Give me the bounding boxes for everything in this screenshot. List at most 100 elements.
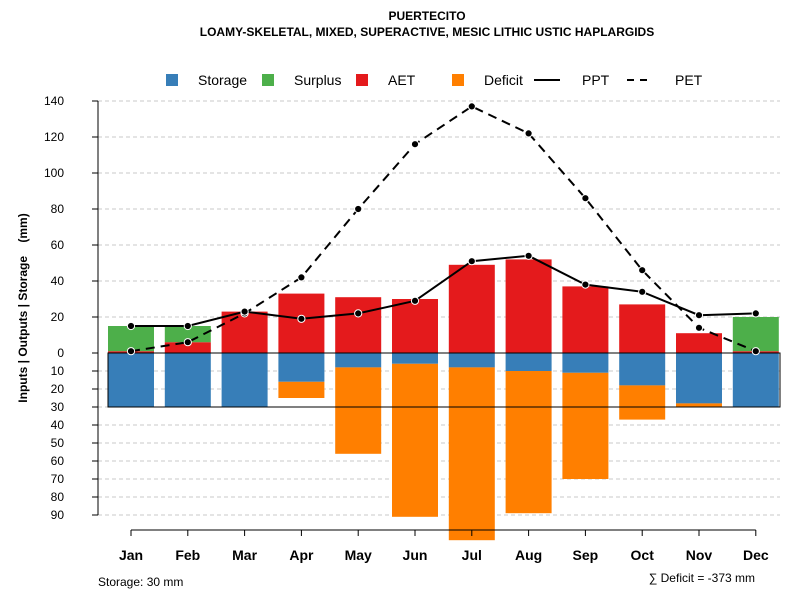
storage-bar-jun bbox=[392, 353, 438, 364]
ppt-point-nov bbox=[694, 311, 704, 320]
aet-bar-jul bbox=[448, 264, 495, 353]
surplus-bar-dec bbox=[732, 317, 779, 352]
storage-bar-apr bbox=[278, 353, 325, 382]
aet-bar-jun bbox=[392, 299, 438, 353]
y-tick-label: 20 bbox=[51, 382, 65, 396]
y-tick-label: 100 bbox=[44, 166, 64, 180]
ppt-line bbox=[131, 254, 756, 327]
x-tick-label-jul: Jul bbox=[462, 547, 482, 563]
deficit-bar-aug bbox=[505, 371, 552, 514]
x-tick-label-may: May bbox=[345, 547, 372, 563]
deficit-bar-jul bbox=[448, 367, 495, 541]
chart-subtitle: LOAMY-SKELETAL, MIXED, SUPERACTIVE, MESI… bbox=[200, 25, 654, 39]
legend-swatch-surplus bbox=[262, 74, 274, 86]
legend-label-deficit: Deficit bbox=[484, 72, 523, 88]
legend-label-surplus: Surplus bbox=[294, 72, 341, 88]
ppt-point-jun bbox=[410, 296, 420, 305]
x-tick-label-aug: Aug bbox=[515, 547, 542, 563]
y-tick-label: 60 bbox=[51, 454, 65, 468]
ppt-point-jul bbox=[467, 257, 476, 266]
y-tick-label: 60 bbox=[51, 238, 65, 252]
pet-point-dec bbox=[751, 347, 760, 356]
y-tick-label: 10 bbox=[51, 364, 65, 378]
x-tick-label-feb: Feb bbox=[175, 547, 200, 563]
storage-bar-dec bbox=[732, 353, 779, 407]
storage-bar-mar bbox=[221, 353, 268, 407]
ppt-point-oct bbox=[638, 287, 647, 296]
x-axis: Jan Feb Mar Apr May Jun Jul Aug Sep Oct Nov Dec bbox=[119, 529, 769, 563]
legend: Storage Surplus AET Deficit PPT PET bbox=[166, 72, 703, 88]
storage-bar-aug bbox=[505, 353, 552, 371]
aet-bar-nov bbox=[676, 333, 722, 353]
ppt-point-aug bbox=[524, 251, 533, 260]
ppt-point-feb bbox=[183, 321, 192, 331]
aet-bar-aug bbox=[505, 259, 552, 353]
y-tick-label: 80 bbox=[51, 490, 65, 504]
legend-swatch-storage bbox=[166, 74, 178, 86]
ppt-point-mar bbox=[240, 307, 249, 316]
y-tick-label: 20 bbox=[51, 310, 65, 324]
legend-label-pet: PET bbox=[675, 72, 703, 88]
pet-point-may bbox=[354, 204, 363, 214]
y-tick-label: 30 bbox=[51, 400, 65, 414]
legend-swatch-aet bbox=[356, 74, 368, 86]
deficit-bar-sep bbox=[562, 372, 609, 479]
x-tick-label-mar: Mar bbox=[232, 547, 257, 563]
pet-point-apr bbox=[297, 273, 306, 282]
surplus-bar-jan bbox=[108, 326, 154, 352]
legend-label-aet: AET bbox=[388, 72, 416, 88]
aet-bar-feb bbox=[164, 342, 211, 353]
deficit-bar-oct bbox=[619, 385, 666, 420]
chart-title: PUERTECITO bbox=[388, 9, 465, 23]
y-tick-label: 120 bbox=[44, 130, 64, 144]
deficit-bar-apr bbox=[278, 381, 325, 398]
deficit-bar-jun bbox=[392, 363, 438, 517]
legend-swatch-deficit bbox=[452, 74, 464, 86]
ppt-point-jan bbox=[126, 321, 136, 331]
aet-bar-apr bbox=[278, 293, 325, 353]
storage-bar-nov bbox=[676, 353, 722, 404]
y-axis: 0 20 40 60 80 100 120 140 10 20 30 40 50 60 70 80 90 bbox=[44, 94, 99, 522]
pet-point-nov bbox=[694, 323, 704, 332]
bars-below-zero bbox=[107, 352, 781, 541]
y-tick-label: 70 bbox=[51, 472, 65, 486]
x-tick-label-oct: Oct bbox=[631, 547, 655, 563]
surplus-bar-feb bbox=[164, 326, 211, 343]
legend-label-ppt: PPT bbox=[582, 72, 610, 88]
x-tick-label-nov: Nov bbox=[686, 547, 713, 563]
ppt-point-may bbox=[354, 309, 363, 318]
deficit-bar-may bbox=[335, 367, 382, 454]
aet-bar-may bbox=[335, 297, 382, 353]
storage-bar-may bbox=[335, 353, 382, 368]
pet-point-jul bbox=[467, 102, 476, 111]
pet-point-jun bbox=[410, 140, 420, 149]
x-tick-label-sep: Sep bbox=[573, 547, 599, 563]
y-tick-label: 0 bbox=[57, 346, 64, 360]
ppt-pet-lines bbox=[126, 102, 760, 356]
x-tick-label-dec: Dec bbox=[743, 547, 769, 563]
x-tick-label-jun: Jun bbox=[403, 547, 428, 563]
y-tick-label: 80 bbox=[51, 202, 65, 216]
deficit-total: ∑ Deficit = -373 mm bbox=[649, 571, 755, 585]
legend-label-storage: Storage bbox=[198, 72, 247, 88]
pet-point-aug bbox=[524, 129, 533, 138]
aet-bar-oct bbox=[619, 304, 666, 353]
aet-bar-mar bbox=[221, 311, 268, 353]
aet-bar-sep bbox=[562, 286, 609, 353]
storage-bar-sep bbox=[562, 353, 609, 373]
pet-line bbox=[130, 105, 757, 353]
pet-point-jan bbox=[126, 347, 136, 356]
gridlines bbox=[98, 100, 780, 516]
y-tick-label: 40 bbox=[51, 418, 65, 432]
x-tick-label-apr: Apr bbox=[289, 547, 314, 563]
ppt-point-sep bbox=[581, 280, 590, 289]
y-tick-label: 90 bbox=[51, 508, 65, 522]
deficit-bar-nov bbox=[676, 403, 722, 407]
storage-note: Storage: 30 mm bbox=[98, 575, 183, 589]
x-tick-label-jan: Jan bbox=[119, 547, 143, 563]
y-tick-label: 50 bbox=[51, 436, 65, 450]
storage-bar-feb bbox=[164, 353, 211, 407]
storage-bar-jan bbox=[108, 353, 154, 407]
ppt-point-apr bbox=[297, 314, 306, 323]
